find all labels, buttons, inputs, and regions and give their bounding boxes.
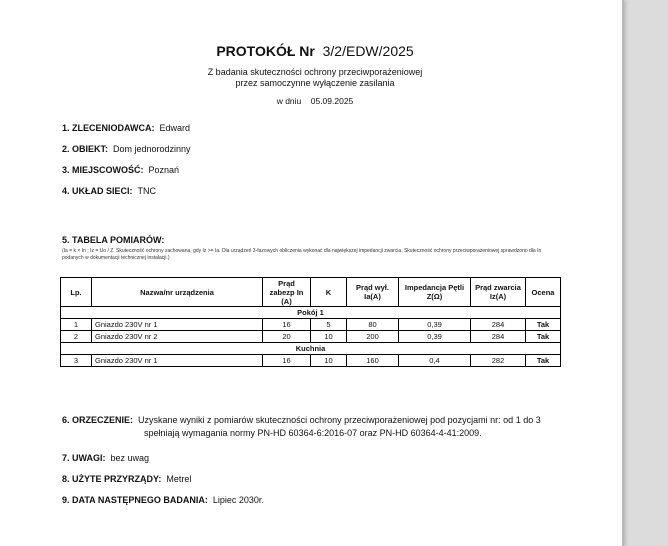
table-cell: 0,4 (398, 354, 471, 367)
section-object: 2. OBIEKT: Dom jednorodzinny (62, 144, 191, 154)
table-cell: Tak (525, 318, 561, 331)
table-cell: 3 (60, 354, 92, 367)
table-row: 3 Gniazdo 230V nr 1 16 10 160 0,4 282 Tak (60, 354, 561, 367)
table-cell: Gniazdo 230V nr 1 (91, 318, 263, 331)
column-header: Ocena (525, 277, 561, 307)
table-cell: 80 (346, 318, 399, 331)
column-header: Nazwa/nr urządzenia (91, 277, 263, 307)
section-network: 4. UKŁAD SIECI: TNC (62, 186, 157, 196)
table-cell: 1 (60, 318, 92, 331)
subtitle-line-2: przez samoczynne wyłączenie zasilania (235, 78, 395, 88)
table-cell: 5 (310, 318, 347, 331)
table-cell: 16 (262, 354, 311, 367)
section-instruments: 8. UŻYTE PRZYRZĄDY: Metrel (62, 474, 192, 484)
table-cell: 284 (470, 318, 526, 331)
table-cell: 160 (346, 354, 399, 367)
table-cell: 0,39 (398, 330, 471, 343)
date-line: w dniu 05.09.2025 (276, 96, 354, 106)
table-note: (Ia = k × In ; Iz = Uo / Z. Skuteczność … (62, 248, 542, 261)
subtitle-line-1: Z badania skuteczności ochrony przeciwpo… (207, 67, 423, 77)
table-cell: Tak (525, 354, 561, 367)
table-cell: 10 (310, 330, 347, 343)
column-header: Prąd wył. Ia(A) (346, 277, 399, 307)
table-cell: Gniazdo 230V nr 2 (91, 330, 263, 343)
column-header: Lp. (60, 277, 92, 307)
section-location: 3. MIEJSCOWOŚĆ: Poznań (62, 165, 180, 175)
table-cell: Gniazdo 230V nr 1 (91, 354, 263, 367)
column-header: Impedancja Pętli Z(Ω) (398, 277, 471, 307)
group-name: Kuchnia (60, 342, 561, 355)
section-conclusion: 6. ORZECZENIE: Uzyskane wyniki z pomiaró… (62, 415, 541, 438)
section-remarks: 7. UWAGI: bez uwag (62, 453, 150, 463)
group-name: Pokój 1 (60, 306, 561, 319)
table-cell: 10 (310, 354, 347, 367)
table-row: 2 Gniazdo 230V nr 2 20 10 200 0,39 284 Tak (60, 330, 561, 343)
table-section-title: 5. TABELA POMIARÓW: (62, 235, 165, 245)
table-cell: 0,39 (398, 318, 471, 331)
section-client: 1. ZLECENIODAWCA: Edward (62, 123, 191, 133)
table-cell: Tak (525, 330, 561, 343)
table-cell: 200 (346, 330, 399, 343)
protocol-title: PROTOKÓŁ Nr 3/2/EDW/2025 (216, 43, 414, 59)
document-page: PROTOKÓŁ Nr 3/2/EDW/2025 Z badania skute… (0, 0, 624, 546)
table-cell: 284 (470, 330, 526, 343)
table-cell: 20 (262, 330, 311, 343)
measurements-table: Lp. Nazwa/nr urządzenia Prąd zabezp In (A)… (60, 277, 561, 367)
table-cell: 2 (60, 330, 92, 343)
column-header: K (310, 277, 347, 307)
column-header: Prąd zwarcia Iz(A) (470, 277, 526, 307)
section-next-test: 9. DATA NASTĘPNEGO BADANIA: Lipiec 2030r. (62, 495, 264, 505)
table-cell: 282 (470, 354, 526, 367)
group-row: Kuchnia (60, 342, 561, 355)
table-cell: 16 (262, 318, 311, 331)
column-header: Prąd zabezp In (A) (262, 277, 311, 307)
group-row: Pokój 1 (60, 306, 561, 319)
table-row: 1 Gniazdo 230V nr 1 16 5 80 0,39 284 Tak (60, 318, 561, 331)
